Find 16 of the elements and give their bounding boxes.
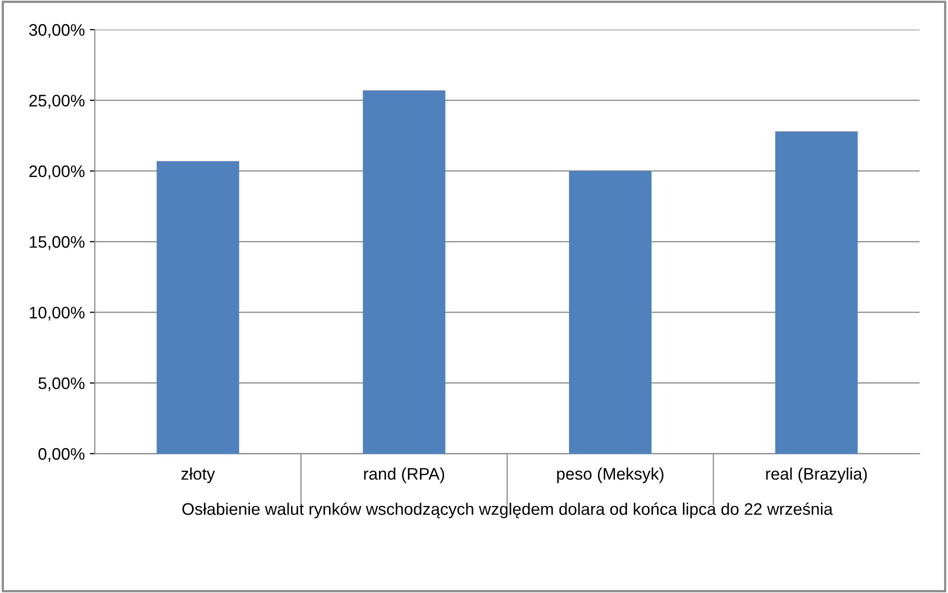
x-tick-label: real (Brazylia) — [766, 468, 867, 484]
x-axis-title: Osłabienie walut rynków wschodzących względem dolara od końca lipca do 22 września — [182, 502, 833, 518]
bar — [362, 90, 446, 454]
y-tick-label: 20,00% — [29, 165, 84, 180]
y-tick-label: 0,00% — [38, 448, 84, 462]
bar — [775, 131, 858, 454]
y-tick-label: 25,00% — [29, 94, 84, 108]
y-tick-label: 5,00% — [38, 377, 84, 392]
bar — [569, 170, 652, 454]
bar — [156, 161, 240, 454]
y-tick-label: 15,00% — [30, 236, 84, 250]
x-tick-label: rand (RPA) — [364, 468, 444, 484]
x-tick-label: peso (Meksyk) — [557, 468, 664, 484]
y-tick-label: 10,00% — [30, 306, 84, 320]
x-tick-label: złoty — [181, 468, 215, 484]
y-tick-label: 30,00% — [29, 24, 84, 38]
